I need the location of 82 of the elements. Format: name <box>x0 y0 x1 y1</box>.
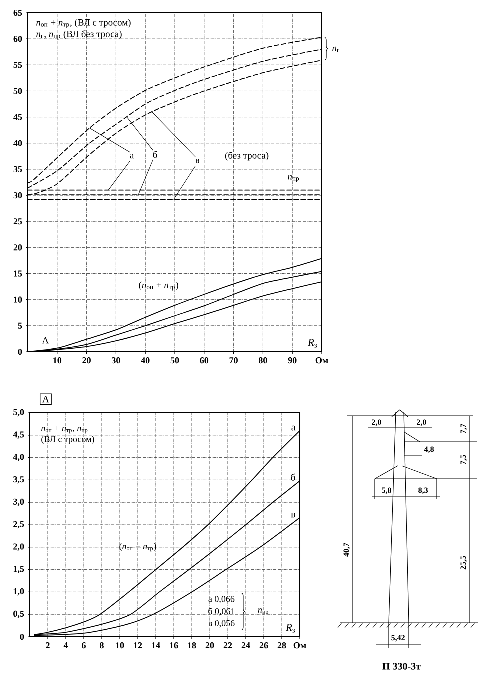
text: n$_{г}$ <box>332 46 340 52</box>
x-tick-label: 4 <box>64 642 68 648</box>
x-tick-label: 60 <box>200 358 209 364</box>
text: 2,0 <box>372 420 382 426</box>
y-tick-label: 65 <box>14 10 22 16</box>
y-tick-label: 4,5 <box>13 432 24 440</box>
y-tick-label: 2,5 <box>14 521 24 529</box>
y-tick-label: 0 <box>18 348 22 356</box>
x-tick-label: 18 <box>188 642 196 649</box>
annotation: (без троса) <box>225 152 269 161</box>
x-tick-label: 50 <box>170 358 180 364</box>
y-tick-label: 40 <box>14 140 22 146</box>
y-tick-label: 1,5 <box>14 566 24 574</box>
text: 5,42 <box>392 635 405 642</box>
annotation: б 0,061 <box>208 608 235 616</box>
x-tick-label: 16 <box>170 642 178 649</box>
y-tick-label: 3,5 <box>14 476 24 484</box>
series-label: в <box>291 513 296 518</box>
text: 8,3 <box>418 488 428 494</box>
x-tick-label: 80 <box>259 358 268 364</box>
x-tick-label: 70 <box>230 358 238 364</box>
annotation: (n$_{оп}$ + n$_{тр}$) <box>120 543 156 552</box>
y-tick-label: 5,0 <box>14 409 24 417</box>
y-tick-label: 55 <box>14 62 22 68</box>
y-tick-label: 60 <box>14 36 22 42</box>
x-tick-label: 12 <box>134 642 142 648</box>
annotation: n$_{пр}$ <box>288 175 300 182</box>
annotation: А <box>42 337 49 344</box>
text: 7,5 <box>460 455 468 465</box>
x-tick-label: 20 <box>206 642 214 649</box>
x-tick-label: 2 <box>46 642 50 648</box>
text: 4,8 <box>424 446 434 454</box>
y-tick-label: 3,0 <box>14 498 24 506</box>
annotation: б <box>153 151 158 158</box>
y-tick-label: 50 <box>14 88 22 94</box>
text: n$_{оп}$ + n$_{тр}$, (ВЛ с тросом) n$_{г}$, n$_{пр}$ (ВЛ без троса) <box>36 19 131 40</box>
text: 2,0 <box>417 420 426 426</box>
chart-title: А <box>42 396 50 403</box>
text: 25,5 <box>460 556 468 570</box>
y-tick-label: 0 <box>20 634 24 640</box>
y-tick-label: 35 <box>14 166 22 172</box>
text: n$_{оп}$ + n$_{тр}$, n$_{пр}$ (ВЛ с тросом) <box>42 426 94 444</box>
annotation: n$_{пр}$ <box>258 608 268 616</box>
x-tick-label: 14 <box>152 642 160 648</box>
x-tick-label: 20 <box>82 358 91 364</box>
y-tick-label: 2,0 <box>14 544 24 552</box>
x-tick-label: 6 <box>82 642 86 649</box>
y-tick-label: 25 <box>14 218 22 225</box>
y-tick-label: 1,0 <box>14 588 24 596</box>
y-tick-label: 10 <box>14 296 22 303</box>
text: 40,7 <box>344 543 350 557</box>
text: 5,8 <box>382 488 392 494</box>
y-tick-label: 4,0 <box>13 454 24 462</box>
series-label: б <box>291 474 296 481</box>
x-tick-label: 30 <box>112 358 120 364</box>
x-tick-label: Ом <box>316 358 328 364</box>
annotation: (n$_{оп}$ + n$_{тр}$) <box>139 282 178 291</box>
y-tick-label: 15 <box>14 270 22 277</box>
x-tick-label: 90 <box>288 358 297 364</box>
x-axis-title: R$_{з}$ <box>308 339 318 348</box>
x-tick-label: 28 <box>278 642 286 649</box>
y-tick-label: 5 <box>18 322 22 329</box>
x-tick-label: 22 <box>224 642 232 648</box>
x-axis-title: R$_{з}$ <box>286 624 296 633</box>
x-tick-label: 24 <box>242 642 250 648</box>
x-tick-label: Ом <box>294 642 306 649</box>
y-tick-label: 0,5 <box>14 610 24 618</box>
x-tick-label: 26 <box>260 642 268 649</box>
x-tick-label: 40 <box>141 358 150 364</box>
x-tick-label: 10 <box>116 642 124 649</box>
annotation: в <box>196 158 200 164</box>
text: 7,7 <box>460 424 468 434</box>
y-tick-label: 45 <box>14 114 22 120</box>
annotation: а <box>130 154 134 159</box>
x-tick-label: 8 <box>100 642 104 649</box>
text: П 330-3т <box>382 663 421 670</box>
series-label: а <box>292 426 296 431</box>
y-tick-label: 30 <box>14 192 22 199</box>
annotation: а 0,066 <box>208 596 235 604</box>
x-tick-label: 10 <box>54 358 62 364</box>
y-tick-label: 20 <box>14 244 22 251</box>
annotation: в 0,056 <box>208 620 235 628</box>
